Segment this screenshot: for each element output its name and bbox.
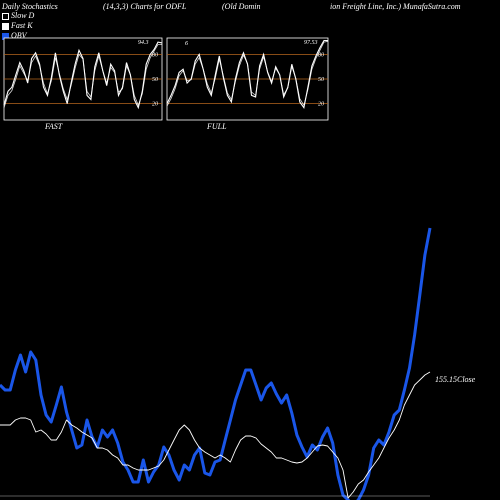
fast-stoch-line-k	[3, 41, 163, 110]
full-tick-label: 50	[318, 77, 324, 83]
legend-item-fast-k: Fast K	[2, 21, 34, 31]
company-name-part-b: ion Freight Line, Inc.) MunafaSutra.com	[330, 2, 461, 11]
fast-tick-label: 50	[152, 77, 158, 83]
chart-type-label: Daily Stochastics	[2, 2, 58, 11]
fast-tick-label: 80	[152, 52, 158, 58]
fast-last-value-label: 94.3	[138, 39, 149, 46]
fast-k-swatch-icon	[2, 22, 9, 30]
close-line	[0, 371, 431, 499]
legend-item-slow-d: Slow D	[2, 11, 34, 21]
fast-panel-title: FAST	[44, 122, 63, 131]
legend-label: Fast K	[11, 21, 33, 30]
full-tick-label: 20	[318, 102, 324, 108]
legend-label: OBV	[11, 31, 27, 40]
legend-item-obv: OBV	[2, 31, 34, 41]
chart-params-label: (14,3,3) Charts for ODFL	[103, 2, 187, 11]
full-last-value-label: 97.53	[304, 40, 318, 46]
obv-swatch-icon	[2, 32, 9, 40]
fast-stoch-line-d	[3, 44, 162, 108]
full-tick-label: 80	[318, 52, 324, 58]
close-value-label: 155.15Close	[435, 375, 476, 384]
full-panel-title: FULL	[206, 122, 227, 131]
full-first-value-label: 6	[185, 41, 188, 47]
legend: Slow D Fast K OBV	[2, 11, 34, 41]
fast-tick-label: 20	[152, 102, 158, 108]
full-stoch-line-d	[166, 40, 329, 107]
company-name-part-a: (Old Domin	[222, 2, 261, 11]
legend-label: Slow D	[11, 11, 35, 20]
slow-d-swatch-icon	[2, 12, 9, 20]
obv-line	[0, 227, 432, 500]
